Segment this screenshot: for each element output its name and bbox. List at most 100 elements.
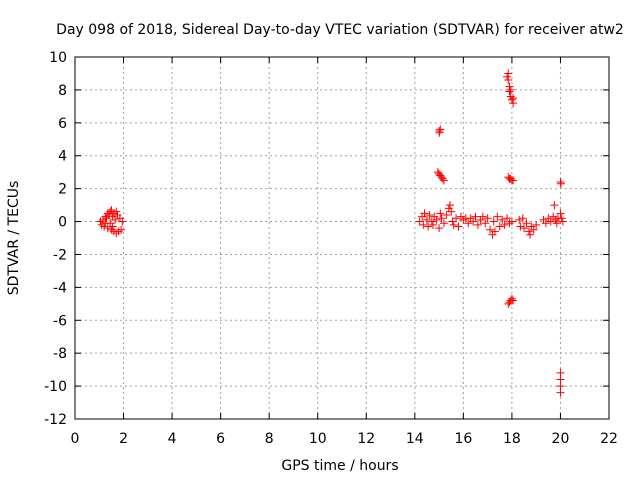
data-point (436, 209, 445, 218)
data-point (481, 219, 490, 228)
y-axis-label: SDTVAR / TECUs (6, 181, 22, 296)
data-point (556, 209, 565, 218)
data-point (500, 220, 509, 229)
data-point (427, 217, 436, 226)
x-tick-label: 22 (600, 431, 618, 447)
data-point (420, 209, 429, 218)
grid-lines (75, 57, 609, 419)
y-tick-label: -6 (53, 313, 67, 329)
x-axis-label: GPS time / hours (281, 458, 398, 474)
data-point (108, 222, 117, 231)
y-tick-label: -2 (53, 247, 67, 263)
data-point (490, 227, 499, 236)
data-point (104, 210, 113, 219)
data-point (415, 217, 424, 226)
data-point (436, 125, 445, 134)
data-point (111, 215, 120, 224)
data-point (118, 217, 127, 226)
data-point (448, 217, 457, 226)
data-point (425, 210, 434, 219)
x-tick-label: 6 (216, 431, 225, 447)
data-point (507, 294, 516, 303)
y-tick-label: 6 (58, 116, 67, 132)
data-point (526, 230, 535, 239)
data-point (495, 222, 504, 231)
y-tick-label: -10 (44, 379, 67, 395)
data-point (473, 220, 482, 229)
data-point (437, 214, 446, 223)
data-point (422, 215, 431, 224)
data-point (520, 224, 529, 233)
data-point (516, 222, 525, 231)
data-point (103, 224, 112, 233)
data-point (435, 128, 444, 137)
data-point (439, 176, 448, 185)
y-tick-label: 4 (58, 149, 67, 165)
data-point (558, 217, 567, 226)
data-point (447, 207, 456, 216)
axis-ticks (74, 56, 610, 420)
data-point (424, 222, 433, 231)
data-point (552, 219, 561, 228)
data-point (529, 225, 538, 234)
data-point (506, 85, 515, 94)
data-point (546, 217, 555, 226)
data-point (503, 72, 512, 81)
x-tick-label: 12 (357, 431, 375, 447)
y-tick-label: 10 (49, 50, 67, 66)
plot-frame (74, 56, 610, 420)
data-points (96, 69, 567, 397)
x-tick-labels: 0 2 4 6 8 10 12 14 16 18 20 22 (71, 431, 618, 447)
data-point (469, 217, 478, 226)
data-point (439, 219, 448, 228)
x-tick-label: 20 (552, 431, 570, 447)
x-tick-label: 2 (119, 431, 128, 447)
data-point (438, 174, 447, 183)
data-point (556, 179, 565, 188)
x-tick-label: 16 (454, 431, 472, 447)
y-tick-label: 2 (58, 182, 67, 198)
data-point (504, 76, 513, 85)
data-point (452, 214, 461, 223)
data-point (522, 219, 531, 228)
data-point (509, 296, 518, 305)
x-tick-label: 14 (406, 431, 424, 447)
data-point (464, 219, 473, 228)
y-tick-label: -4 (53, 280, 67, 296)
x-tick-label: 4 (168, 431, 177, 447)
data-point (432, 215, 441, 224)
data-point (435, 224, 444, 233)
data-point (518, 214, 527, 223)
y-tick-label: 8 (58, 83, 67, 99)
data-point (483, 214, 492, 223)
data-point (100, 222, 109, 231)
data-point (454, 222, 463, 231)
data-point (478, 212, 487, 221)
data-point (498, 215, 507, 224)
data-point (515, 215, 524, 224)
data-point (486, 225, 495, 234)
data-point (112, 207, 121, 216)
data-point (509, 94, 518, 103)
data-point (509, 176, 518, 185)
data-point (532, 220, 541, 229)
data-point (493, 212, 502, 221)
data-point (117, 225, 126, 234)
data-point (446, 201, 455, 210)
y-tick-label: -12 (44, 412, 67, 428)
data-point (541, 219, 550, 228)
data-point (429, 220, 438, 229)
data-point (507, 217, 516, 226)
x-tick-label: 0 (71, 431, 80, 447)
y-tick-labels: -12 -10 -8 -6 -4 -2 0 2 4 6 8 10 (44, 50, 67, 428)
data-point (442, 210, 451, 219)
y-tick-label: -8 (53, 346, 67, 362)
data-point (507, 95, 516, 104)
data-point (503, 214, 512, 223)
x-tick-label: 8 (265, 431, 274, 447)
data-point (557, 214, 566, 223)
data-point (471, 212, 480, 221)
data-point (489, 217, 498, 226)
